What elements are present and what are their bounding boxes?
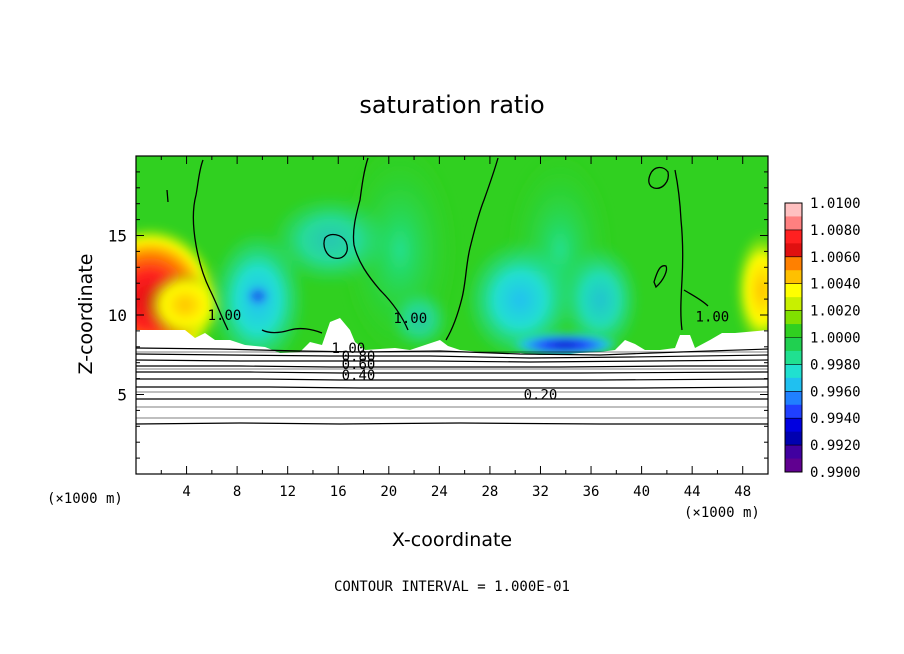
colorbar-swatch bbox=[785, 418, 802, 433]
y-axis-ticks: 5 10 15 bbox=[108, 171, 768, 459]
contour-labels: 1.00 1.00 1.001.000.800.600.400.20 bbox=[208, 308, 730, 404]
x-tick-label: 24 bbox=[431, 484, 448, 500]
colorbar: 1.0100 1.0080 1.0060 1.0040 1.0020 1.0000 0.99… bbox=[784, 196, 861, 481]
colorbar-swatch bbox=[785, 445, 802, 460]
colorbar-swatch bbox=[785, 310, 802, 325]
colorbar-swatch bbox=[785, 364, 802, 379]
x-tick-label: 48 bbox=[734, 484, 751, 500]
contour-label: 1.00 bbox=[331, 341, 365, 357]
contour-line bbox=[323, 233, 348, 259]
contour-line bbox=[445, 157, 499, 341]
colorbar-swatch bbox=[785, 431, 802, 446]
x-tick-label: 28 bbox=[481, 484, 498, 500]
colorbar-label: 0.9960 bbox=[810, 384, 861, 400]
y-axis-label: Z-coordinate bbox=[75, 254, 97, 375]
colorbar-swatch bbox=[785, 350, 802, 365]
contour-line bbox=[261, 327, 323, 334]
contour-label: 1.00 bbox=[393, 311, 427, 327]
y-tick-label: 10 bbox=[108, 306, 127, 325]
colorbar-swatch bbox=[785, 404, 802, 419]
contour-line bbox=[674, 169, 684, 331]
cool-region bbox=[560, 245, 640, 355]
contour-line bbox=[192, 159, 229, 331]
colorbar-swatch bbox=[785, 270, 802, 285]
x-axis-label: X-coordinate bbox=[392, 529, 512, 551]
contour-line bbox=[136, 422, 768, 425]
warm-region-right bbox=[734, 230, 768, 350]
x-tick-label: 44 bbox=[684, 484, 701, 500]
colorbar-swatch bbox=[785, 377, 802, 392]
contour-label: 0.40 bbox=[342, 368, 376, 384]
contour-line bbox=[136, 347, 768, 356]
contour-lines-fine bbox=[136, 351, 768, 419]
colorbar-swatch bbox=[785, 256, 802, 271]
y-axis-unit: (×1000 m) bbox=[47, 491, 123, 507]
contour-line bbox=[136, 386, 768, 389]
colorbar-label: 1.0000 bbox=[810, 331, 861, 347]
cool-region bbox=[270, 195, 390, 285]
colorbar-swatch bbox=[785, 297, 802, 312]
colorbar-label: 1.0040 bbox=[810, 277, 861, 293]
contour-label: 1.00 bbox=[696, 309, 730, 325]
y-tick-label: 15 bbox=[108, 227, 127, 246]
contour-line bbox=[136, 353, 768, 359]
colorbar-swatch bbox=[785, 203, 802, 217]
colorbar-swatch bbox=[785, 243, 802, 258]
plot-area: 1.00 1.00 1.001.000.800.600.400.20 bbox=[136, 156, 768, 474]
colorbar-label: 0.9900 bbox=[810, 465, 861, 481]
colorbar-label: 1.0060 bbox=[810, 250, 861, 266]
colorbar-label: 1.0080 bbox=[810, 223, 861, 239]
colorbar-label: 0.9980 bbox=[810, 357, 861, 373]
x-tick-label: 4 bbox=[182, 484, 190, 500]
colorbar-label: 1.0020 bbox=[810, 304, 861, 320]
colorbar-swatch bbox=[785, 337, 802, 352]
contour-line bbox=[653, 265, 668, 289]
contour-label: 0.20 bbox=[524, 387, 558, 403]
field-blobs bbox=[136, 156, 768, 375]
contour-line bbox=[136, 359, 768, 363]
x-tick-label: 16 bbox=[330, 484, 347, 500]
contour-line bbox=[648, 166, 669, 189]
x-tick-label: 40 bbox=[633, 484, 650, 500]
contour-line bbox=[136, 378, 768, 381]
colorbar-swatch bbox=[785, 216, 802, 231]
contour-line bbox=[352, 157, 409, 331]
colorbar-swatch bbox=[785, 229, 802, 244]
colorbar-swatch bbox=[785, 458, 802, 473]
colorbar-label: 0.9940 bbox=[810, 411, 861, 427]
contour-label: 0.60 bbox=[342, 357, 376, 373]
colorbar-swatch bbox=[785, 283, 802, 298]
contour-label: 1.00 bbox=[208, 308, 242, 324]
dry-region bbox=[244, 284, 272, 308]
cool-region bbox=[465, 240, 575, 360]
y-tick-label: 5 bbox=[117, 386, 127, 405]
contour-label: 0.80 bbox=[342, 349, 376, 365]
contour-lines-1.00 bbox=[166, 157, 709, 341]
x-tick-label: 36 bbox=[583, 484, 600, 500]
colorbar-label: 1.0100 bbox=[810, 196, 861, 212]
warm-region-left-tail bbox=[145, 270, 225, 340]
colorbar-swatch bbox=[785, 324, 802, 338]
colorbar-label: 0.9920 bbox=[810, 438, 861, 454]
contour-line bbox=[683, 289, 709, 307]
dry-region bbox=[510, 333, 620, 357]
x-axis-unit: (×1000 m) bbox=[684, 505, 760, 521]
colorbar-swatch bbox=[785, 391, 802, 406]
chart-title: saturation ratio bbox=[359, 91, 544, 119]
x-tick-label: 8 bbox=[233, 484, 241, 500]
x-axis-ticks: 4 8 12 16 20 24 28 32 36 40 44 48 bbox=[160, 156, 751, 500]
cool-region bbox=[390, 290, 450, 350]
x-tick-label: 12 bbox=[279, 484, 296, 500]
contour-line bbox=[136, 371, 768, 374]
x-tick-label: 20 bbox=[380, 484, 397, 500]
contour-interval: CONTOUR INTERVAL = 1.000E-01 bbox=[334, 579, 570, 595]
x-tick-label: 32 bbox=[532, 484, 549, 500]
contour-line bbox=[136, 365, 768, 368]
contour-line bbox=[166, 189, 169, 203]
contour-lines-lower bbox=[136, 347, 768, 425]
